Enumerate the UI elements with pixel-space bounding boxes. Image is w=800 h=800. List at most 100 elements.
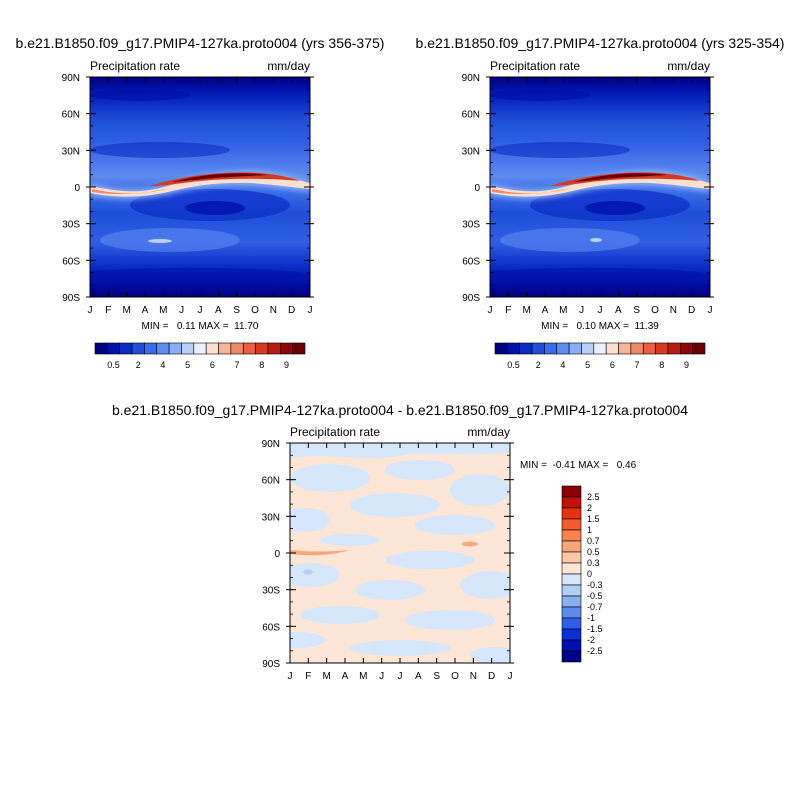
colorbar-box (581, 342, 595, 355)
colorbar-box (679, 342, 693, 355)
left-string: Precipitation rate (490, 59, 580, 73)
colorbar-label: 4 (160, 360, 165, 370)
panel-difference: b.e21.B1850.f09_g17.PMIP4-127ka.proto004… (112, 402, 688, 682)
colorbar-label: 4 (560, 360, 565, 370)
heatmap-field (490, 77, 710, 297)
colorbar-box (561, 595, 582, 608)
x-tick-label: N (670, 305, 677, 316)
colorbar-box (230, 342, 244, 355)
colorbar-box (692, 342, 706, 355)
colorbar-box (131, 342, 145, 355)
colorbar-box (561, 628, 582, 641)
y-tick-label: 30S (262, 586, 280, 597)
y-tick-label: 60N (62, 110, 80, 121)
stats-label: MIN = 0.11 MAX = 11.70 (142, 321, 259, 332)
colorbar-box (561, 485, 582, 498)
colorbar-label: 2 (536, 360, 541, 370)
x-tick-label: J (379, 671, 384, 682)
colorbar-box (193, 342, 207, 355)
colorbar-box (168, 342, 182, 355)
colorbar-box (507, 342, 521, 355)
y-tick-label: 30S (62, 220, 80, 231)
x-tick-label: O (651, 305, 659, 316)
x-tick-label: J (88, 305, 93, 316)
colorbar-label: -0.5 (587, 591, 603, 601)
colorbar-label: 1 (587, 525, 592, 535)
left-string: Precipitation rate (90, 59, 180, 73)
colorbar-label: 9 (684, 360, 689, 370)
y-tick-label: 90S (262, 659, 280, 670)
y-tick-label: 60S (262, 622, 280, 633)
x-tick-label: M (122, 305, 130, 316)
y-tick-label: 60S (462, 256, 480, 267)
x-tick-label: N (470, 671, 477, 682)
panel-title: b.e21.B1850.f09_g17.PMIP4-127ka.proto004… (16, 35, 385, 51)
colorbar-label: 6 (210, 360, 215, 370)
colorbar-label: 8 (259, 360, 264, 370)
panel-top-right: b.e21.B1850.f09_g17.PMIP4-127ka.proto004… (416, 35, 785, 370)
colorbar-box (630, 342, 644, 355)
y-tick-label: 60N (262, 476, 280, 487)
colorbar-label: 9 (284, 360, 289, 370)
colorbar-label: -1 (587, 613, 595, 623)
colorbar-label: 8 (659, 360, 664, 370)
x-tick-label: A (215, 305, 222, 316)
x-tick-label: D (288, 305, 295, 316)
colorbar-label: 2.5 (587, 492, 600, 502)
colorbar-box (205, 342, 219, 355)
panel-title: b.e21.B1850.f09_g17.PMIP4-127ka.proto004… (112, 402, 688, 418)
colorbar-label: -0.3 (587, 580, 603, 590)
colorbar-box (494, 342, 508, 355)
y-tick-label: 90S (62, 293, 80, 304)
colorbar-label: -0.7 (587, 602, 603, 612)
colorbar-box (561, 518, 582, 531)
colorbar-label: -1.5 (587, 624, 603, 634)
colorbar-box (561, 529, 582, 542)
x-tick-label: J (598, 305, 603, 316)
x-tick-label: A (615, 305, 622, 316)
left-string: Precipitation rate (290, 425, 380, 439)
x-tick-label: M (559, 305, 567, 316)
x-tick-label: J (288, 671, 293, 682)
x-tick-label: S (633, 305, 640, 316)
y-tick-label: 90N (262, 439, 280, 450)
colorbar-box (561, 562, 582, 575)
y-tick-label: 90S (462, 293, 480, 304)
x-tick-label: D (488, 671, 495, 682)
x-tick-label: F (305, 671, 311, 682)
x-tick-label: M (359, 671, 367, 682)
colorbar-label: -2.5 (587, 646, 603, 656)
y-tick-label: 90N (462, 73, 480, 84)
x-tick-label: J (508, 671, 513, 682)
x-tick-label: D (688, 305, 695, 316)
colorbar-box (593, 342, 607, 355)
colorbar-box (119, 342, 133, 355)
y-tick-label: 30N (62, 146, 80, 157)
right-string: mm/day (267, 59, 310, 73)
x-tick-label: O (251, 305, 259, 316)
colorbar-box (181, 342, 195, 355)
colorbar-label: 5 (585, 360, 590, 370)
colorbar-box (218, 342, 232, 355)
colorbar-label: 0.7 (587, 536, 600, 546)
colorbar-box (531, 342, 545, 355)
x-tick-label: A (542, 305, 549, 316)
x-tick-label: M (159, 305, 167, 316)
colorbar-box (642, 342, 656, 355)
colorbar-box (144, 342, 158, 355)
x-tick-label: A (342, 671, 349, 682)
x-tick-label: M (522, 305, 530, 316)
x-tick-label: A (415, 671, 422, 682)
y-tick-label: 0 (474, 183, 480, 194)
y-tick-label: 60S (62, 256, 80, 267)
panel-title: b.e21.B1850.f09_g17.PMIP4-127ka.proto004… (416, 35, 785, 51)
colorbar-box (561, 507, 582, 520)
x-tick-label: N (270, 305, 277, 316)
x-tick-label: S (433, 671, 440, 682)
colorbar-box (618, 342, 632, 355)
colorbar-box (561, 584, 582, 597)
y-tick-label: 30N (262, 512, 280, 523)
stats-label: MIN = 0.10 MAX = 11.39 (541, 321, 659, 332)
y-tick-label: 0 (274, 549, 280, 560)
